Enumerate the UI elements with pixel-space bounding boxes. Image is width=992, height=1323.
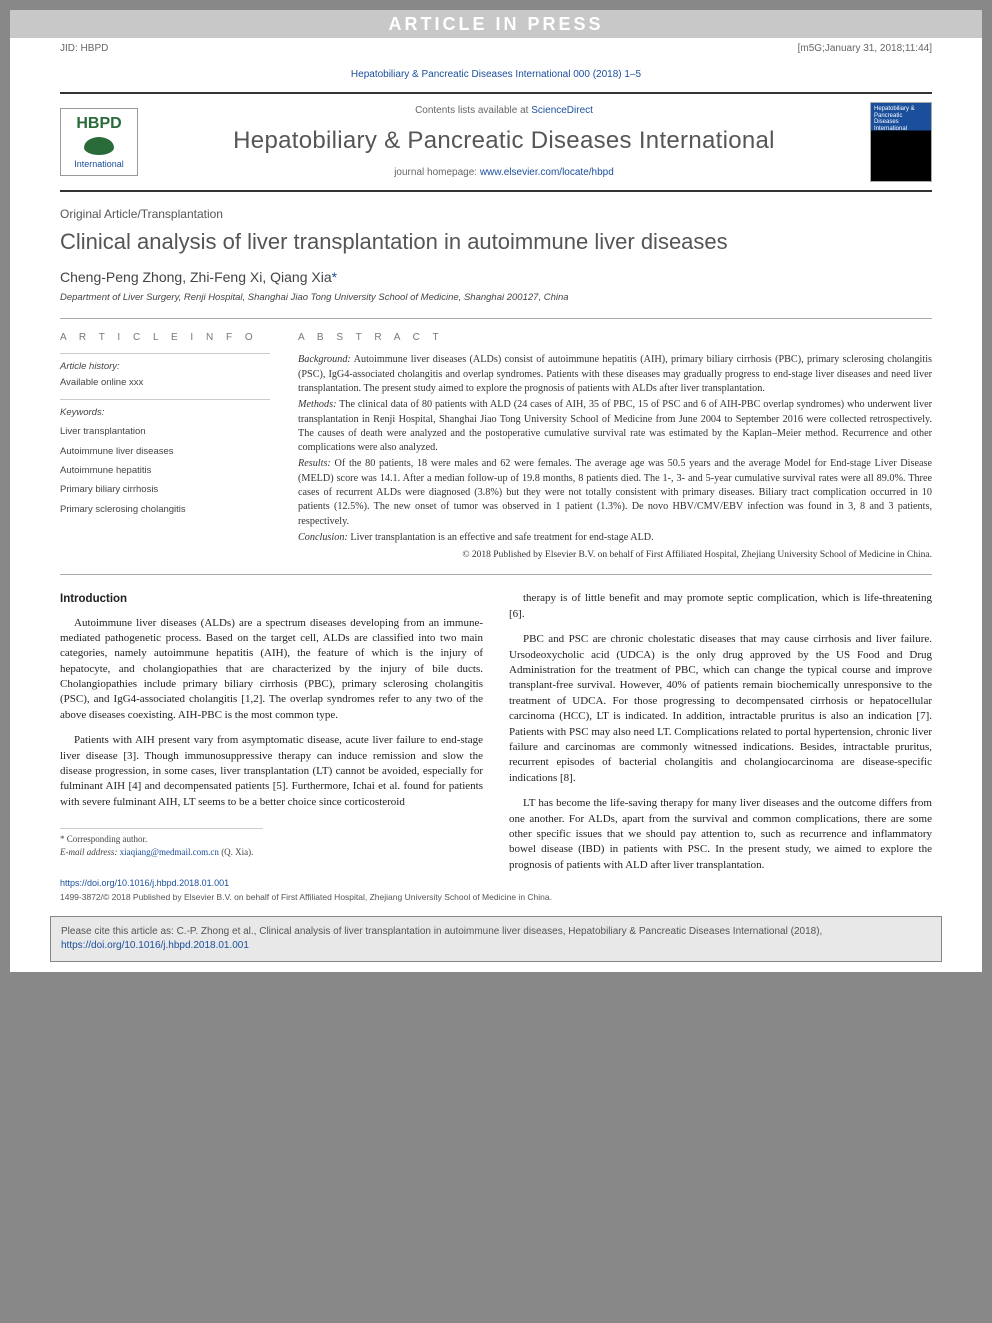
journal-cover-thumbnail: Hepatobiliary & Pancreatic Diseases Inte… <box>870 102 932 182</box>
cite-doi-link[interactable]: https://doi.org/10.1016/j.hbpd.2018.01.0… <box>61 940 249 951</box>
body-paragraph: Autoimmune liver diseases (ALDs) are a s… <box>60 616 483 724</box>
abstract-column: A B S T R A C T Background: Autoimmune l… <box>298 331 932 562</box>
body-paragraph: Patients with AIH present vary from asym… <box>60 733 483 810</box>
logo-leaf-icon <box>84 137 114 155</box>
citation-box: Please cite this article as: C.-P. Zhong… <box>50 916 942 962</box>
affiliation: Department of Liver Surgery, Renji Hospi… <box>60 291 932 304</box>
bottom-copyright: 1499-3872/© 2018 Published by Elsevier B… <box>10 892 982 912</box>
email-link[interactable]: xiaqiang@medmail.com.cn <box>120 847 219 857</box>
article-info-column: A R T I C L E I N F O Article history: A… <box>60 331 270 562</box>
article-type: Original Article/Transplantation <box>60 206 932 223</box>
homepage-link[interactable]: www.elsevier.com/locate/hbpd <box>480 167 614 178</box>
abstract-results: Results: Of the 80 patients, 18 were mal… <box>298 457 932 528</box>
homepage-prefix: journal homepage: <box>394 167 480 178</box>
introduction-heading: Introduction <box>60 591 483 607</box>
history-text: Available online xxx <box>60 376 270 389</box>
abstract-background: Background: Autoimmune liver diseases (A… <box>298 353 932 396</box>
history-label: Article history: <box>60 360 270 373</box>
abstract-methods: Methods: The clinical data of 80 patient… <box>298 398 932 455</box>
page: ARTICLE IN PRESS JID: HBPD [m5G;January … <box>10 10 982 972</box>
keyword-item: Primary biliary cirrhosis <box>60 483 270 496</box>
corresponding-author-note: * Corresponding author. <box>60 833 263 846</box>
jid-label: JID: HBPD <box>60 42 108 56</box>
email-line: E-mail address: xiaqiang@medmail.com.cn … <box>60 846 263 859</box>
main-text-columns: Introduction Autoimmune liver diseases (… <box>60 591 932 873</box>
body-paragraph: PBC and PSC are chronic cholestatic dise… <box>509 632 932 786</box>
journal-header: HBPD International Contents lists availa… <box>60 92 932 192</box>
info-abstract-row: A R T I C L E I N F O Article history: A… <box>60 318 932 575</box>
journal-name: Hepatobiliary & Pancreatic Diseases Inte… <box>152 124 856 158</box>
doi-link[interactable]: https://doi.org/10.1016/j.hbpd.2018.01.0… <box>10 873 982 892</box>
article-info-heading: A R T I C L E I N F O <box>60 331 270 345</box>
homepage-line: journal homepage: www.elsevier.com/locat… <box>152 166 856 180</box>
keyword-item: Autoimmune hepatitis <box>60 464 270 477</box>
top-meta-row: JID: HBPD [m5G;January 31, 2018;11:44] <box>10 38 982 62</box>
logo-subtext: International <box>74 158 124 171</box>
abstract-conclusion: Conclusion: Liver transplantation is an … <box>298 531 932 545</box>
contents-prefix: Contents lists available at <box>415 105 531 116</box>
build-timestamp: [m5G;January 31, 2018;11:44] <box>798 42 932 56</box>
citation-line: Hepatobiliary & Pancreatic Diseases Inte… <box>10 62 982 92</box>
abstract-copyright: © 2018 Published by Elsevier B.V. on beh… <box>298 549 932 562</box>
keywords-label: Keywords: <box>60 406 270 419</box>
cite-text: Please cite this article as: C.-P. Zhong… <box>61 926 822 937</box>
body-paragraph: therapy is of little benefit and may pro… <box>509 591 932 622</box>
authors-plain: Cheng-Peng Zhong, Zhi-Feng Xi, Qiang Xia <box>60 269 332 285</box>
keyword-item: Primary sclerosing cholangitis <box>60 503 270 516</box>
contents-line: Contents lists available at ScienceDirec… <box>152 104 856 118</box>
sciencedirect-link[interactable]: ScienceDirect <box>531 105 593 116</box>
header-center: Contents lists available at ScienceDirec… <box>152 104 856 180</box>
logo-acronym: HBPD <box>76 113 121 135</box>
footnotes: * Corresponding author. E-mail address: … <box>60 828 263 858</box>
corresponding-mark: * <box>332 269 337 285</box>
keyword-item: Liver transplantation <box>60 425 270 438</box>
author-list: Cheng-Peng Zhong, Zhi-Feng Xi, Qiang Xia… <box>60 268 932 288</box>
body-paragraph: LT has become the life-saving therapy fo… <box>509 796 932 873</box>
keyword-item: Autoimmune liver diseases <box>60 445 270 458</box>
abstract-heading: A B S T R A C T <box>298 331 932 345</box>
journal-logo: HBPD International <box>60 108 138 176</box>
article-in-press-banner: ARTICLE IN PRESS <box>10 10 982 38</box>
article-title: Clinical analysis of liver transplantati… <box>60 227 932 258</box>
